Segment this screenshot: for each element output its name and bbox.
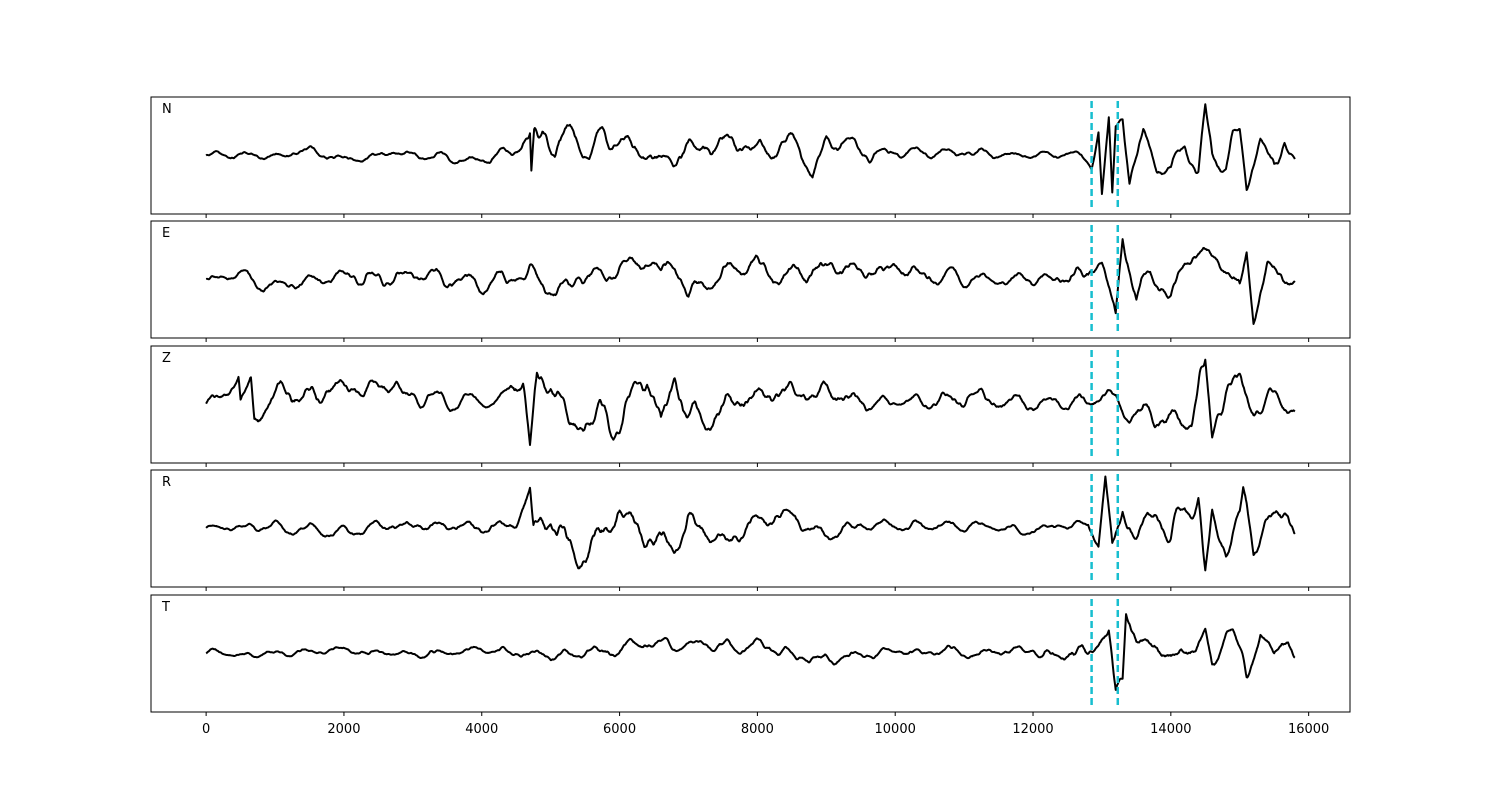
x-tick-label: 4000 bbox=[465, 722, 498, 737]
panel-frame bbox=[150, 594, 1351, 713]
trace-t bbox=[205, 613, 1296, 691]
panel-label: T bbox=[161, 600, 170, 615]
x-tick-label: 10000 bbox=[875, 722, 916, 737]
trace-e bbox=[205, 238, 1296, 325]
x-tick-label: 0 bbox=[202, 722, 210, 737]
panel-r: R bbox=[150, 469, 1351, 591]
panel-t: T bbox=[150, 594, 1351, 716]
panel-label: R bbox=[162, 475, 171, 490]
trace-z bbox=[205, 358, 1296, 446]
x-tick-label: 6000 bbox=[603, 722, 636, 737]
panel-frame bbox=[150, 345, 1351, 464]
x-tick-label: 8000 bbox=[741, 722, 774, 737]
x-tick-label: 14000 bbox=[1150, 722, 1191, 737]
panel-frame bbox=[150, 220, 1351, 339]
panel-frame bbox=[150, 469, 1351, 588]
panel-label: N bbox=[162, 102, 172, 117]
panel-label: E bbox=[162, 226, 170, 241]
x-tick-label: 2000 bbox=[327, 722, 360, 737]
x-tick-label: 16000 bbox=[1288, 722, 1329, 737]
panel-e: E bbox=[150, 220, 1351, 342]
panel-z: Z bbox=[150, 345, 1351, 467]
trace-n bbox=[205, 103, 1296, 196]
x-tick-label: 12000 bbox=[1012, 722, 1053, 737]
trace-r bbox=[205, 475, 1296, 572]
panel-n: N bbox=[150, 96, 1351, 218]
panel-frame bbox=[150, 96, 1351, 215]
panel-label: Z bbox=[162, 351, 171, 366]
